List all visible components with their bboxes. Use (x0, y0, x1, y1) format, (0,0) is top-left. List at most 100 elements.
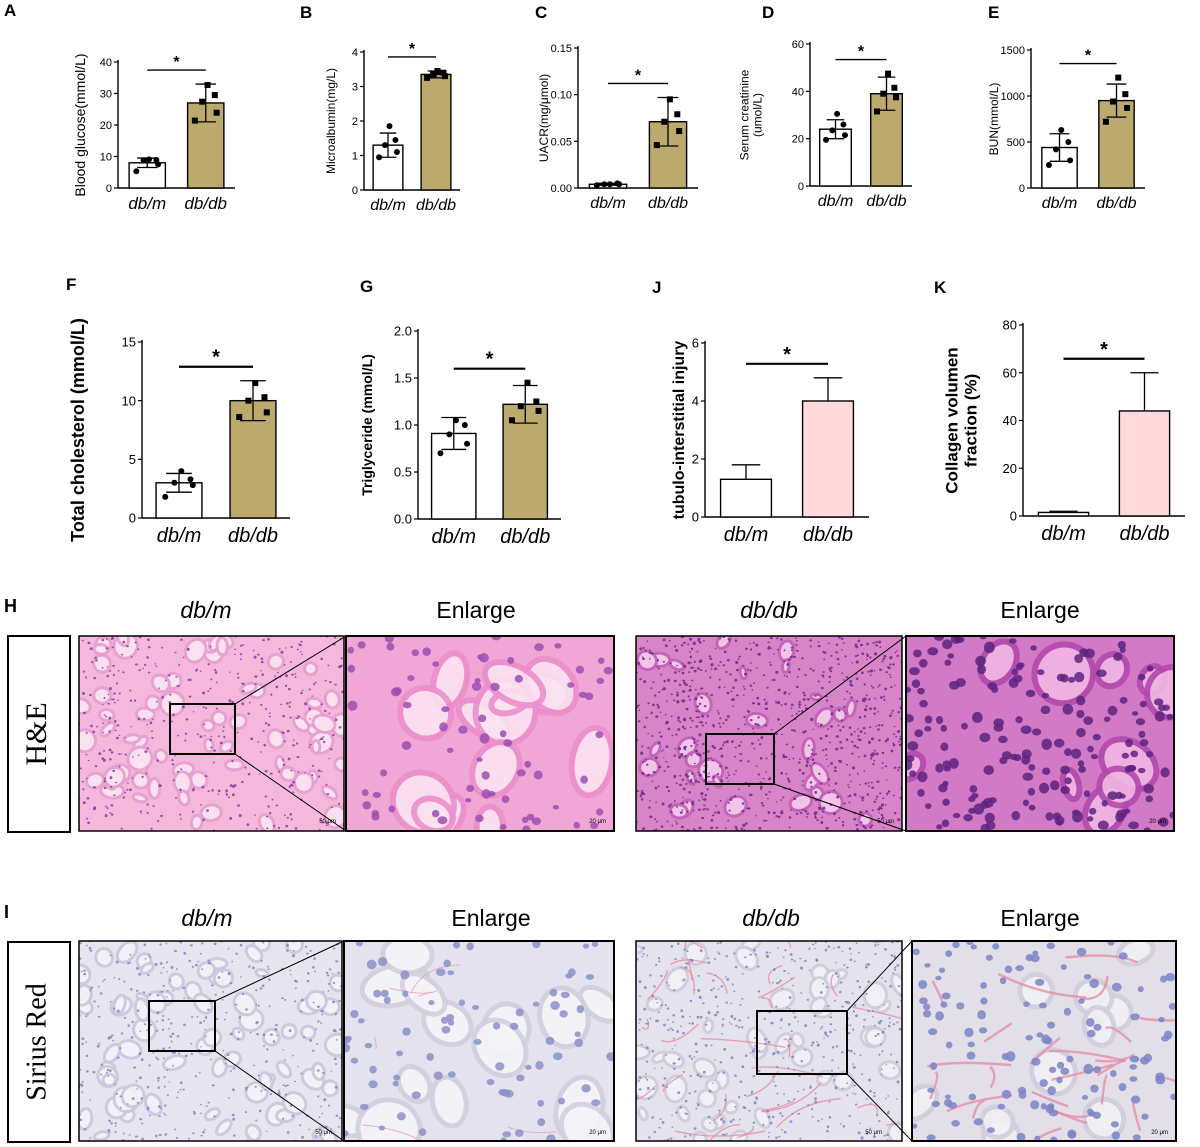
category-label: db/m (370, 197, 406, 214)
data-point (261, 394, 268, 401)
data-point (393, 149, 400, 156)
y-tick-label: 0 (106, 183, 112, 195)
panel-letter-a: A (4, 1, 16, 20)
y-tick-label: 80 (1003, 318, 1017, 333)
zoom-box-h-dbdb (705, 733, 775, 785)
scale-bar-h-3: 50 μm (877, 819, 894, 825)
y-axis-label: Total cholesterol (mmol/L) (68, 318, 88, 542)
data-point (601, 181, 608, 188)
scale-bar-i-2: 20 μm (589, 1130, 606, 1136)
data-point (1052, 146, 1059, 153)
y-tick-label: 2 (692, 452, 699, 467)
y-tick-label: 20 (1003, 461, 1017, 476)
significance-marker: * (486, 349, 494, 371)
panel-letter-i: I (4, 902, 9, 922)
chart-g: G 0.0 0.5 1.0 1.5 2.0 Triglyceride (mmol/L) db/… (359, 277, 561, 548)
panel-letter-j: J (652, 278, 661, 297)
micrograph-i-dbdb-enlarge-texture (912, 941, 1176, 1141)
chart-j: J 0 2 4 6 tubulo-interstitial injury db/m db/db… (652, 278, 869, 546)
data-point (199, 98, 206, 105)
data-point (524, 379, 531, 386)
zoom-line-h-2a (773, 635, 907, 735)
zoom-line-h-2b (773, 783, 907, 832)
data-point (1109, 98, 1116, 105)
data-point (535, 407, 542, 414)
data-point (153, 156, 160, 163)
data-point (508, 417, 515, 424)
y-tick-label: 30 (100, 88, 112, 100)
data-point (666, 96, 673, 103)
zoom-box-i-dbm (148, 1000, 216, 1052)
header-i-enlarge-1: Enlarge (451, 905, 530, 931)
micrograph-i-dbdb-texture (636, 941, 902, 1141)
header-h-dbdb: db/db (740, 597, 798, 623)
data-point (452, 417, 459, 424)
y-axis-label: UACR(mg/μmol) (537, 74, 551, 162)
data-point (1124, 104, 1131, 111)
y-tick-label: 20 (792, 134, 804, 146)
chart-a: A 0 10 20 30 40 Blood glucose(mmol/L) db/m db/db… (4, 1, 235, 213)
y-tick-label: 0 (352, 185, 358, 197)
y-tick-label: 0.0 (394, 512, 412, 527)
y-tick-label: 40 (100, 57, 112, 69)
data-point (1065, 139, 1072, 145)
y-tick-label: 500 (1007, 137, 1025, 149)
y-axis-label: Triglyceride (mmol/L) (359, 354, 375, 496)
data-point (1067, 157, 1074, 164)
data-point (823, 136, 830, 143)
data-point (178, 468, 185, 475)
zoom-line-i-1b (214, 1050, 345, 1142)
y-tick-label: 10 (100, 151, 112, 163)
data-point (146, 156, 153, 163)
y-tick-label: 3 (352, 81, 358, 93)
data-point (880, 90, 887, 97)
stain-label-i: Sirius Red (21, 983, 52, 1100)
header-i-dbm: db/m (181, 905, 232, 931)
y-axis-label: tubulo-interstitial injury (671, 341, 688, 520)
significance-marker: * (212, 347, 220, 369)
y-tick-label: 1 (352, 150, 358, 162)
data-point (533, 398, 540, 405)
data-point (252, 380, 259, 387)
micrograph-h-dbdb-enlarge-texture (906, 636, 1174, 831)
data-point (236, 414, 243, 421)
data-point (189, 482, 196, 489)
header-i-dbdb: db/db (742, 905, 800, 931)
data-point (213, 109, 220, 116)
stain-label-box-h (7, 635, 71, 833)
y-tick-label: 0.15 (551, 43, 572, 55)
data-point (834, 110, 841, 117)
micrograph-i-dbm-texture (79, 941, 342, 1141)
y-tick-label: 1000 (1001, 91, 1025, 103)
y-axis-label: Microalbumin(mg/L) (324, 68, 338, 174)
panel-h-he-stain: H H&E db/m Enlarge db/db Enlarge 50 μm 2… (4, 596, 1175, 833)
zoom-line-i-2a (846, 940, 913, 1012)
scale-bar-h-2: 20 μm (589, 819, 606, 825)
data-point (386, 123, 393, 130)
scale-bar-h-1: 50 μm (319, 819, 336, 825)
data-point (891, 84, 898, 91)
y-tick-label: 1500 (1001, 45, 1025, 57)
chart-k: K 0 20 40 60 80 Collagen volumenfraction (%) db… (934, 278, 1185, 545)
y-axis-label: Blood glucose(mmol/L) (72, 53, 88, 196)
y-tick-label: 0.05 (551, 136, 572, 148)
y-tick-label: 40 (792, 86, 804, 98)
data-point (446, 431, 453, 438)
chart-f: F 0 5 10 15 Total cholesterol (mmol/L) db/m db/… (66, 275, 290, 547)
bar-dbdb (420, 73, 452, 191)
data-point (1102, 118, 1109, 125)
y-tick-label: 15 (122, 335, 136, 350)
data-point (653, 142, 660, 149)
significance-marker: * (409, 41, 416, 58)
data-point (211, 92, 218, 99)
y-tick-label: 0 (129, 511, 136, 526)
header-h-dbm: db/m (180, 597, 231, 623)
scale-bar-i-3: 50 μm (865, 1130, 882, 1136)
y-tick-label: 60 (792, 39, 804, 51)
significance-marker: * (1085, 48, 1092, 65)
category-label: db/db (416, 197, 456, 214)
category-label: db/m (1042, 195, 1078, 212)
category-label: db/m (590, 195, 626, 212)
bar-dbdb (1118, 410, 1171, 517)
category-label: db/db (500, 526, 550, 548)
